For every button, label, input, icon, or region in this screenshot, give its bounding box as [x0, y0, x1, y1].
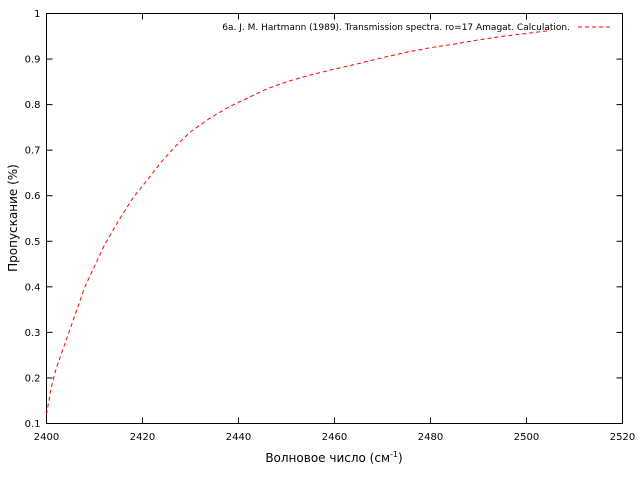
y-tick-label: 1	[34, 9, 40, 20]
legend-label: 6a. J. M. Hartmann (1989). Transmission …	[222, 23, 570, 33]
x-tick-label: 2480	[418, 432, 443, 443]
y-tick-label: 0.6	[25, 191, 41, 202]
y-tick-label: 0.2	[25, 373, 41, 384]
series-layer	[46, 29, 551, 415]
axis-tick-labels: 2400 2420 2440 2460 2480 2500 2520 0.1 0.2 0.3 0.4…	[25, 9, 636, 443]
y-tick-label: 0.5	[25, 237, 41, 248]
x-tick-label: 2520	[610, 432, 635, 443]
legend: 6a. J. M. Hartmann (1989). Transmission …	[222, 23, 610, 33]
x-tick-label: 2440	[226, 432, 251, 443]
x-tick-label: 2460	[322, 432, 347, 443]
x-tick-label: 2500	[514, 432, 539, 443]
y-tick-label: 0.4	[25, 282, 41, 293]
y-tick-label: 0.9	[25, 55, 41, 66]
x-axis-title-tail: )	[398, 451, 403, 465]
axis-ticks	[46, 13, 623, 424]
y-tick-label: 0.7	[25, 146, 41, 157]
x-tick-label: 2400	[34, 432, 59, 443]
x-tick-label: 2420	[130, 432, 155, 443]
y-tick-label: 0.8	[25, 100, 41, 111]
plot-frame	[46, 13, 623, 424]
y-axis-title: Пропускание (%)	[6, 164, 20, 272]
series-line-0	[46, 29, 551, 415]
x-axis-title: Волновое число (см-1)	[265, 450, 402, 465]
x-axis-title-superscript: -1	[390, 450, 398, 459]
y-tick-label: 0.3	[25, 328, 41, 339]
y-tick-label: 0.1	[25, 419, 41, 430]
